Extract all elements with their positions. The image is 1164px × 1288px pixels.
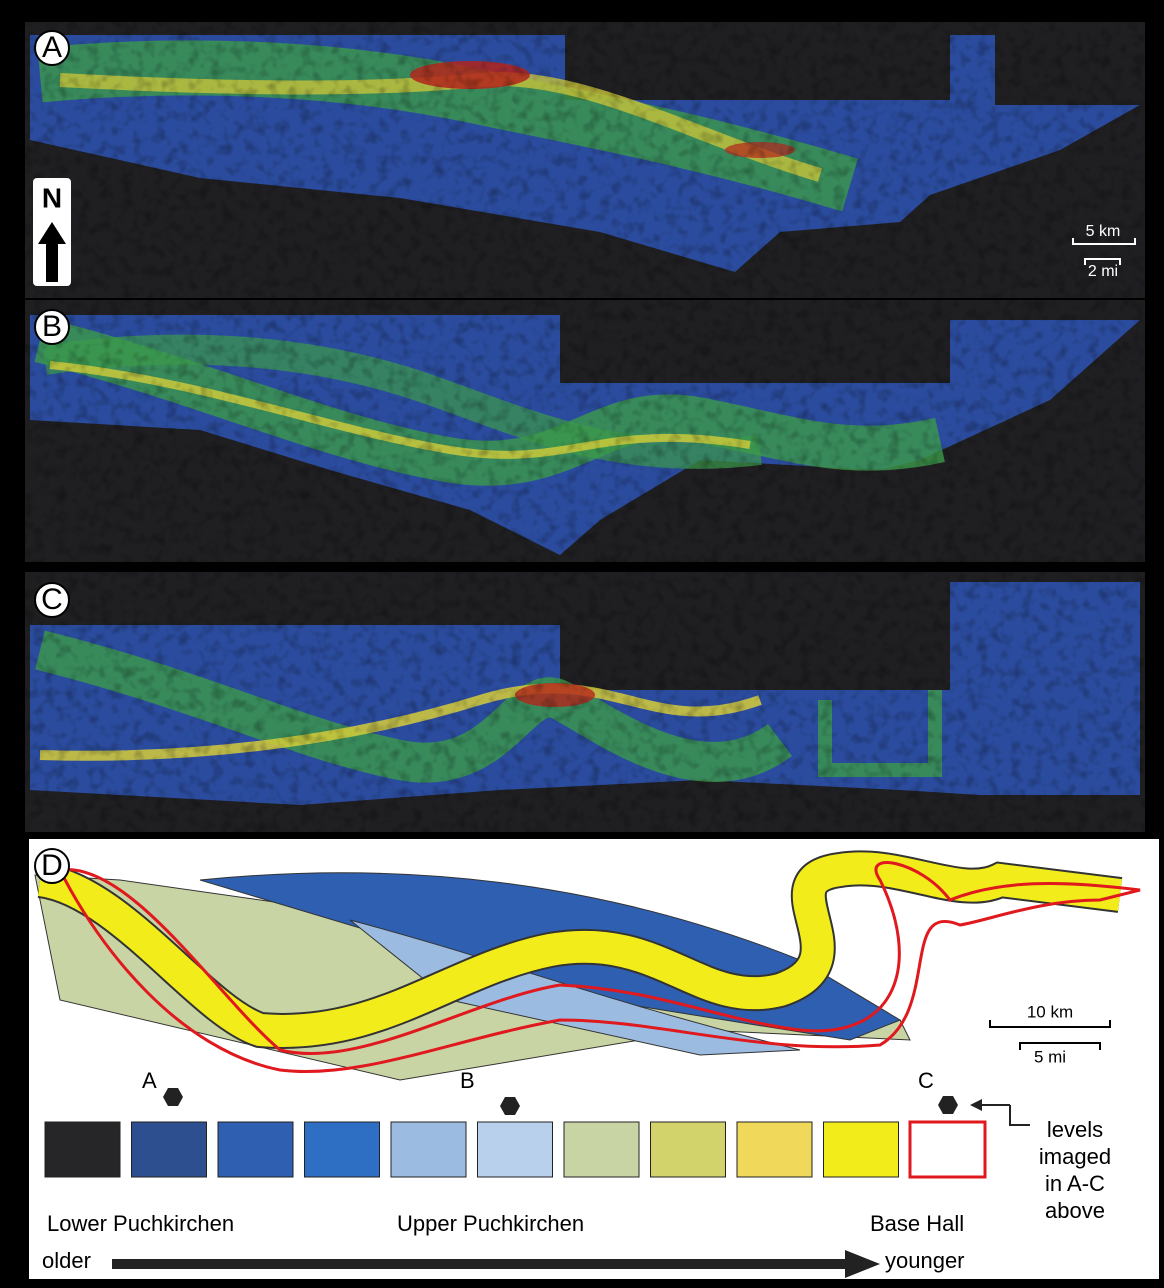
scale-km: 5 km: [1086, 223, 1121, 240]
marker-label: C: [918, 1068, 934, 1093]
marker-label: B: [460, 1068, 475, 1093]
note-line: imaged: [1039, 1144, 1111, 1169]
scale-km: 10 km: [1027, 1002, 1073, 1021]
panel-label: B: [42, 310, 62, 343]
group-label: Upper Puchkirchen: [397, 1211, 584, 1236]
group-label: Lower Puchkirchen: [47, 1211, 234, 1236]
north-label: N: [42, 182, 62, 213]
legend-swatch: [478, 1122, 553, 1177]
panel-a: A N 5 km 2 mi: [25, 22, 1145, 298]
legend-swatch: [910, 1122, 985, 1177]
legend-swatch: [132, 1122, 207, 1177]
legend-swatch: [651, 1122, 726, 1177]
scale-mi: 5 mi: [1034, 1047, 1066, 1066]
panel-c: C: [25, 572, 1145, 832]
scale-mi: 2 mi: [1088, 263, 1118, 280]
note-line: in A-C: [1045, 1171, 1105, 1196]
figure: A N 5 km 2 mi B C D 10 km 5 mi A B C lev…: [0, 0, 1164, 1288]
note-line: above: [1045, 1198, 1105, 1223]
older-label: older: [42, 1248, 91, 1273]
legend-swatch: [45, 1122, 120, 1177]
panel-label: A: [42, 31, 62, 64]
legend-swatch: [737, 1122, 812, 1177]
note-line: levels: [1047, 1117, 1103, 1142]
group-label: Base Hall: [870, 1211, 964, 1236]
panel-label: D: [41, 849, 63, 882]
legend-swatch: [564, 1122, 639, 1177]
panel-b: B: [25, 300, 1145, 562]
legend-swatch: [218, 1122, 293, 1177]
panel-label: C: [41, 583, 63, 616]
legend-swatch: [391, 1122, 466, 1177]
legend-swatch: [305, 1122, 380, 1177]
panel-d: D 10 km 5 mi A B C levels imaged in A-C …: [28, 838, 1160, 1280]
legend-swatch: [824, 1122, 899, 1177]
marker-label: A: [142, 1068, 157, 1093]
younger-label: younger: [885, 1248, 965, 1273]
